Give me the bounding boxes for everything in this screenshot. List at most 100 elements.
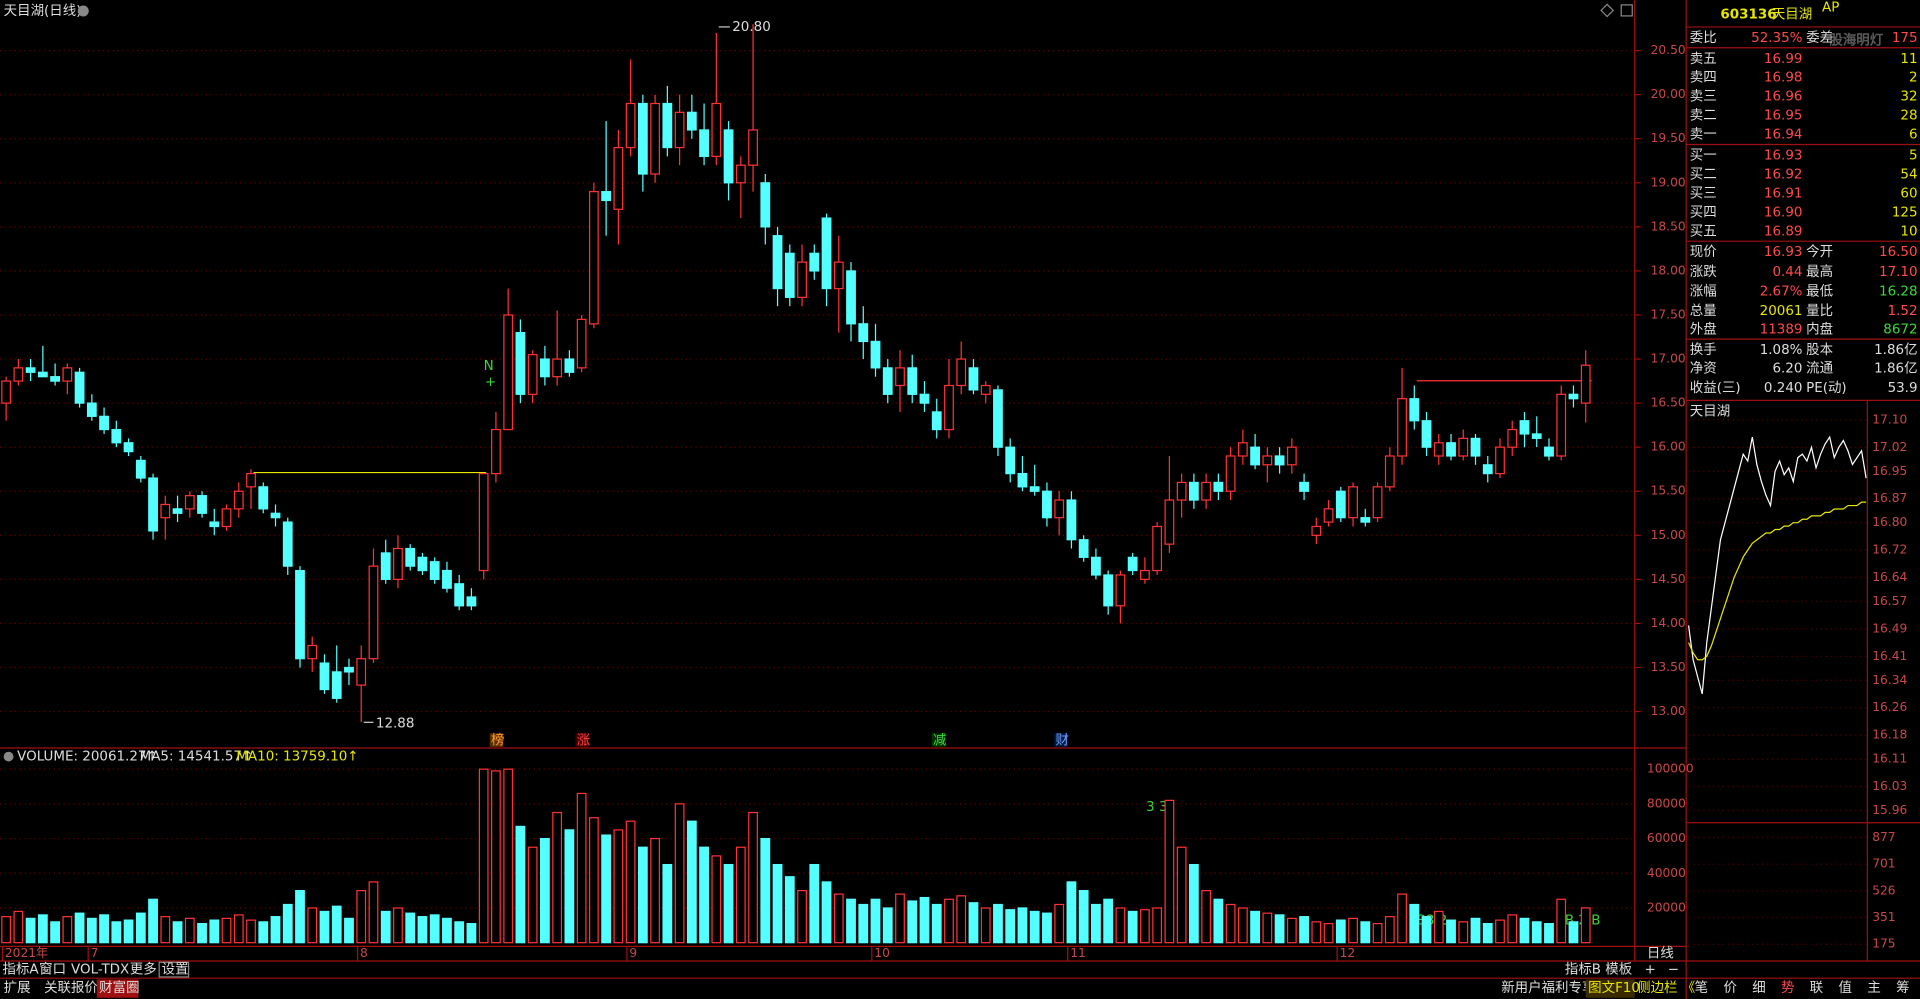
y2-tick-label: 701: [1872, 857, 1895, 871]
event-marker[interactable]: [1054, 733, 1068, 747]
book-label: 卖五: [1690, 51, 1717, 67]
volume-bar: [711, 855, 722, 944]
volume-bar: [588, 817, 599, 944]
y-tick-label: 14.50: [1651, 572, 1686, 586]
toolbar-button[interactable]: 指标B: [1565, 962, 1601, 978]
candle-body: [919, 393, 930, 404]
volume-bar: [1311, 921, 1322, 944]
tab[interactable]: 笔: [1695, 980, 1708, 996]
badge: AP: [1822, 0, 1839, 15]
y-tick-label: 18.00: [1651, 263, 1686, 277]
candle-body: [576, 318, 587, 369]
event-marker[interactable]: [489, 733, 504, 747]
volume-bar: [1372, 922, 1383, 944]
volume-bar: [344, 917, 354, 944]
candle-body: [405, 547, 416, 567]
candle-body: [1225, 455, 1236, 492]
candle-body: [956, 358, 967, 387]
candle-body: [1311, 525, 1322, 536]
volume-bar: [931, 903, 942, 944]
quote-label: 委比: [1690, 30, 1717, 46]
stat-label: 股本: [1806, 342, 1833, 358]
volume-bar: [968, 902, 979, 944]
toolbar-highlight: [158, 961, 190, 978]
volume-bar: [172, 921, 183, 944]
volume-bar: [368, 881, 379, 944]
volume-bar: [858, 903, 869, 944]
volume-bar: [944, 898, 954, 944]
toolbar-button[interactable]: 指标A: [2, 962, 39, 978]
toolbar-button[interactable]: 财富圈: [99, 979, 139, 996]
stat-label: 总量: [1690, 303, 1717, 319]
volume-bar: [148, 898, 158, 944]
tab[interactable]: 势: [1781, 980, 1794, 996]
toolbar-button[interactable]: 扩展: [4, 980, 31, 996]
volume-bar: [1482, 922, 1493, 944]
candle-body: [870, 340, 881, 369]
title-menu[interactable]: [77, 5, 89, 17]
candle-body: [74, 371, 85, 404]
candle-body: [503, 314, 514, 431]
volume-bar: [1103, 898, 1114, 944]
book-volume: 125: [1892, 205, 1918, 220]
window-icon[interactable]: [1620, 4, 1633, 17]
y-tick-label: 16.18: [1872, 728, 1907, 742]
candle-body: [258, 486, 269, 510]
candle-body: [270, 512, 281, 519]
y-tick-label: 20000: [1647, 900, 1686, 914]
volume-bar: [1225, 903, 1236, 944]
toolbar-button[interactable]: 新用户福利专享: [1501, 979, 1595, 996]
toolbar-button[interactable]: 模板: [1605, 962, 1632, 978]
candle-body: [882, 367, 893, 395]
volume-bar: [1, 916, 12, 944]
volume-bar: [699, 846, 709, 944]
toolbar-button[interactable]: +: [1644, 963, 1655, 978]
volume-bar: [466, 922, 477, 944]
event-marker[interactable]: [931, 733, 946, 747]
stat-label: 量比: [1806, 303, 1833, 319]
candle-body: [980, 384, 991, 395]
volume-bar: [1286, 917, 1297, 944]
toolbar-button[interactable]: 关联报价: [44, 980, 98, 996]
toolbar-button[interactable]: 更多: [130, 961, 157, 978]
tab[interactable]: 主: [1867, 980, 1880, 996]
candle-body: [50, 376, 60, 382]
event-marker[interactable]: [575, 733, 589, 747]
volume-bar: [1299, 916, 1309, 944]
volume-bar: [454, 921, 465, 944]
volume-bar: [980, 907, 991, 944]
stat-value: 2.67%: [1760, 284, 1803, 299]
tab[interactable]: 值: [1839, 980, 1852, 996]
toolbar-button[interactable]: 设置: [162, 962, 189, 978]
y-tick-label: 17.10: [1872, 412, 1907, 426]
diamond-icon[interactable]: [1600, 3, 1615, 18]
toolbar-button[interactable]: −: [1668, 963, 1679, 978]
candle-body: [601, 191, 612, 202]
volume-menu[interactable]: [3, 751, 14, 762]
toolbar-button[interactable]: 窗口: [39, 961, 66, 978]
period-label[interactable]: 日线: [1647, 946, 1674, 962]
volume-bar: [50, 921, 60, 944]
tab[interactable]: 筹: [1896, 979, 1909, 996]
tab[interactable]: 联: [1810, 980, 1823, 996]
candle-body: [1495, 446, 1505, 475]
volume-bar: [62, 916, 73, 944]
stat-value: 16.50: [1879, 245, 1918, 260]
toolbar-button[interactable]: 侧边栏 《: [1637, 980, 1695, 996]
toolbar-button[interactable]: 图文F10: [1588, 980, 1640, 996]
toolbar-button[interactable]: VOL-TDX: [71, 963, 129, 978]
candle-body: [686, 111, 697, 131]
low-label: 12.88: [376, 717, 415, 732]
candle-body: [1286, 446, 1297, 466]
volume-bar: [674, 803, 685, 944]
high-label: 20.80: [732, 20, 771, 35]
stat-value: 1.52: [1888, 304, 1918, 319]
tab[interactable]: 细: [1752, 980, 1765, 996]
candle-body: [1176, 481, 1187, 501]
volume-bar: [1262, 912, 1273, 944]
volume-bar: [1519, 917, 1530, 944]
candle-body: [527, 354, 538, 395]
tab[interactable]: 价: [1723, 981, 1737, 996]
volume-bar: [442, 917, 452, 944]
